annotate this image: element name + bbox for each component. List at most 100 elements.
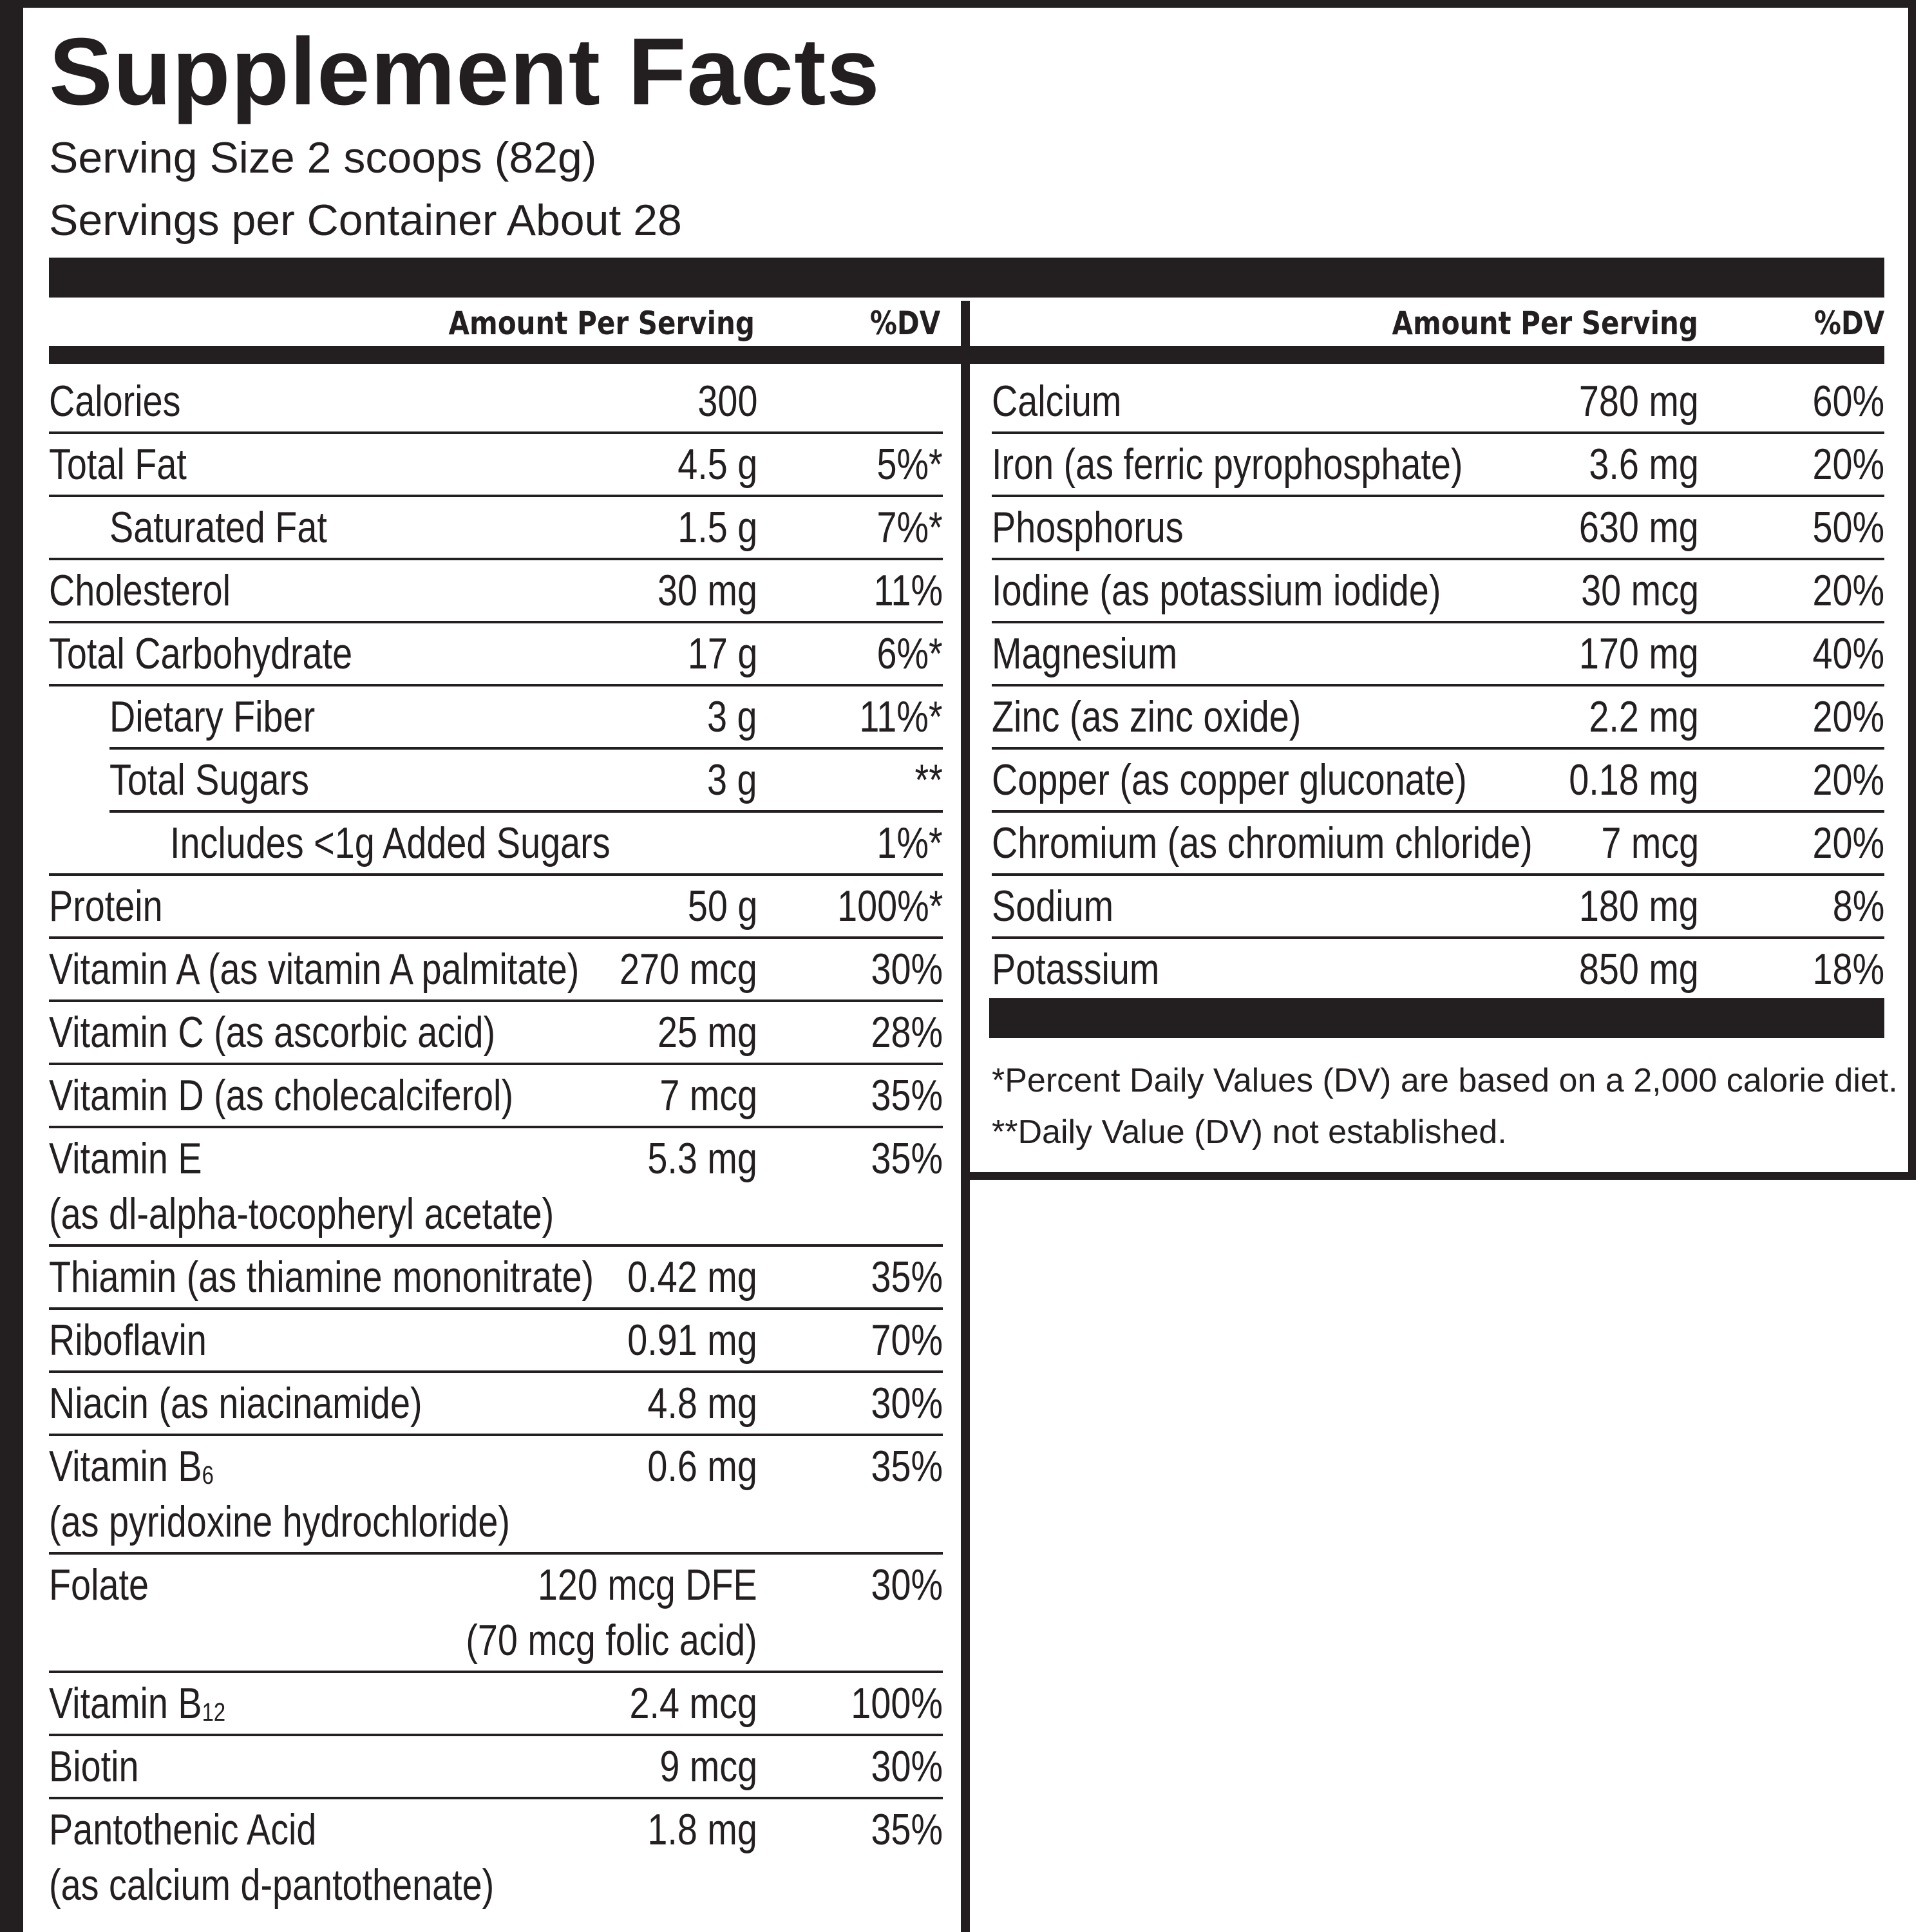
nutrient-label: Riboflavin	[49, 1316, 207, 1365]
row-divider	[49, 1671, 943, 1673]
nutrient-row: Chromium (as chromium chloride) 7 mcg 20%	[992, 813, 1884, 876]
panel-border-right	[1908, 0, 1916, 1180]
nutrient-row: Calories 300	[49, 371, 943, 434]
row-divider	[49, 621, 943, 623]
nutrient-row: Dietary Fiber 3 g 11%*	[49, 687, 943, 750]
nutrient-label: Copper (as copper gluconate)	[992, 755, 1467, 804]
panel-border-left	[0, 0, 23, 1932]
nutrient-dv: 35%	[871, 1071, 943, 1120]
nutrient-amount: 30 mcg	[1581, 566, 1699, 615]
nutrient-dv: 100%	[851, 1679, 943, 1728]
row-divider	[49, 1244, 943, 1247]
nutrient-amount: 5.3 mg	[647, 1134, 757, 1183]
nutrient-row: Cholesterol 30 mg 11%	[49, 560, 943, 623]
left-nutrient-table: Calories 300 Total Fat 4.5 g 5%* Saturated Fa…	[49, 371, 943, 1917]
nutrient-amount: 1.5 g	[677, 503, 757, 552]
nutrient-label: Pantothenic Acid	[49, 1805, 317, 1854]
right-dv-header: %DV	[1814, 305, 1884, 342]
nutrient-amount-line2: (70 mcg folic acid)	[466, 1616, 757, 1665]
nutrient-dv: 50%	[1812, 503, 1884, 552]
nutrient-label: Vitamin C (as ascorbic acid)	[49, 1008, 496, 1057]
nutrient-label: Thiamin (as thiamine mononitrate)	[49, 1253, 594, 1302]
nutrient-dv: **	[914, 755, 943, 804]
nutrient-amount: 850 mg	[1579, 945, 1699, 994]
nutrient-label: Total Sugars	[109, 755, 309, 804]
nutrient-row: Vitamin A (as vitamin A palmitate) 270 mc…	[49, 939, 943, 1002]
nutrient-amount: 2.4 mcg	[629, 1679, 757, 1728]
row-divider	[992, 558, 1884, 560]
nutrient-dv: 60%	[1812, 377, 1884, 426]
nutrient-amount: 7 mcg	[1601, 819, 1699, 867]
nutrient-dv: 30%	[871, 1379, 943, 1428]
row-divider	[49, 558, 943, 560]
nutrient-label: Niacin (as niacinamide)	[49, 1379, 422, 1428]
nutrient-amount: 1.8 mg	[647, 1805, 757, 1854]
nutrient-dv: 20%	[1812, 819, 1884, 867]
nutrient-amount: 120 mcg DFE	[538, 1560, 757, 1609]
nutrient-label: Includes <1g Added Sugars	[170, 819, 611, 867]
nutrient-amount: 0.42 mg	[627, 1253, 757, 1302]
nutrient-amount: 0.91 mg	[627, 1316, 757, 1365]
nutrient-dv: 30%	[871, 945, 943, 994]
nutrient-row: Folate 120 mcg DFE (70 mcg folic acid) 30%	[49, 1555, 943, 1673]
row-divider	[49, 1734, 943, 1736]
nutrient-row: Vitamin B12 2.4 mcg 100%	[49, 1673, 943, 1736]
nutrient-row: Pantothenic Acid (as calcium d-pantothena…	[49, 1799, 943, 1918]
nutrient-amount: 3 g	[707, 755, 757, 804]
nutrient-label: Vitamin B	[49, 1679, 202, 1728]
row-divider	[49, 1063, 943, 1065]
nutrient-row: Total Fat 4.5 g 5%*	[49, 434, 943, 497]
nutrient-label: Phosphorus	[992, 503, 1184, 552]
nutrient-amount: 270 mcg	[620, 945, 757, 994]
nutrient-row: Niacin (as niacinamide) 4.8 mg 30%	[49, 1373, 943, 1436]
nutrient-row: Total Carbohydrate 17 g 6%*	[49, 623, 943, 687]
nutrient-row: Magnesium 170 mg 40%	[992, 623, 1884, 687]
nutrient-label: Sodium	[992, 882, 1114, 931]
right-nutrient-table: Calcium 780 mg 60% Iron (as ferric pyrophos…	[992, 371, 1884, 1002]
row-divider	[49, 873, 943, 876]
left-dv-header: %DV	[869, 305, 940, 342]
nutrient-label-line2: (as dl-alpha-tocopheryl acetate)	[49, 1189, 554, 1238]
row-divider	[992, 621, 1884, 623]
nutrient-dv: 20%	[1812, 440, 1884, 489]
nutrient-dv: 20%	[1812, 566, 1884, 615]
thick-divider-bar	[49, 258, 1884, 298]
nutrient-row: Biotin 9 mcg 30%	[49, 1736, 943, 1799]
row-divider	[49, 1307, 943, 1310]
nutrient-dv: 11%	[873, 566, 943, 615]
nutrient-label-line2: (as calcium d-pantothenate)	[49, 1861, 495, 1909]
nutrient-amount: 0.18 mg	[1569, 755, 1699, 804]
nutrient-row: Total Sugars 3 g **	[49, 750, 943, 813]
nutrient-amount: 4.8 mg	[647, 1379, 757, 1428]
nutrient-amount: 300	[697, 377, 757, 426]
nutrient-row: Iron (as ferric pyrophosphate) 3.6 mg 20%	[992, 434, 1884, 497]
panel-column-divider	[961, 301, 970, 1932]
nutrient-label: Calcium	[992, 377, 1122, 426]
nutrient-label: Vitamin E	[49, 1134, 202, 1183]
footnote-dv: *Percent Daily Values (DV) are based on …	[992, 1062, 1898, 1099]
nutrient-subscript: 12	[202, 1698, 226, 1727]
row-divider	[992, 810, 1884, 813]
servings-per-container: Servings per Container About 28	[49, 196, 682, 245]
nutrient-row: Copper (as copper gluconate) 0.18 mg 20%	[992, 750, 1884, 813]
nutrient-amount: 170 mg	[1579, 629, 1699, 678]
footnote-not-established: **Daily Value (DV) not established.	[992, 1113, 1507, 1151]
nutrient-label: Total Carbohydrate	[49, 629, 353, 678]
row-divider	[992, 936, 1884, 939]
footnote-divider-bar	[989, 998, 1884, 1038]
nutrient-row: Vitamin D (as cholecalciferol) 7 mcg 35%	[49, 1065, 943, 1128]
nutrient-label: Chromium (as chromium chloride)	[992, 819, 1533, 867]
panel-title: Supplement Facts	[49, 19, 880, 125]
nutrient-dv: 18%	[1812, 945, 1884, 994]
nutrient-label: Potassium	[992, 945, 1160, 994]
nutrient-row: Iodine (as potassium iodide) 30 mcg 20%	[992, 560, 1884, 623]
nutrient-row: Saturated Fat 1.5 g 7%*	[49, 497, 943, 560]
nutrient-row: Thiamin (as thiamine mononitrate) 0.42 mg…	[49, 1247, 943, 1310]
nutrient-row: Phosphorus 630 mg 50%	[992, 497, 1884, 560]
nutrient-label: Saturated Fat	[109, 503, 327, 552]
nutrient-dv: 100%*	[837, 882, 943, 931]
nutrient-label: Folate	[49, 1560, 149, 1609]
nutrient-dv: 11%*	[859, 692, 943, 741]
nutrient-row: Riboflavin 0.91 mg 70%	[49, 1310, 943, 1373]
nutrient-dv: 1%*	[876, 819, 943, 867]
